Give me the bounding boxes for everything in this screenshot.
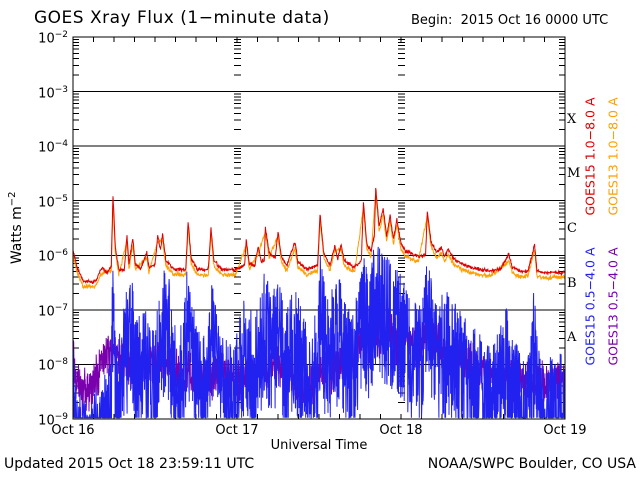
flare-class-label-c: C: [567, 221, 577, 236]
x-tick-label: Oct 18: [379, 423, 423, 438]
updated-timestamp: Updated 2015 Oct 18 23:59:11 UTC: [4, 456, 255, 472]
x-tick-label: Oct 16: [51, 423, 95, 438]
legend-goes13-long: GOES13 1.0−8.0 A: [605, 97, 621, 216]
y-tick-label: 10−9: [38, 412, 68, 429]
y-tick-label: 10−2: [38, 30, 68, 47]
trace-goes15-short: [73, 246, 565, 419]
y-axis-label: Watts m−2: [7, 166, 25, 290]
page-title: GOES Xray Flux (1−minute data): [34, 8, 330, 28]
trace-goes15-long: [73, 187, 565, 285]
source-label: NOAA/SWPC Boulder, CO USA: [427, 456, 636, 472]
begin-time-label: Begin: 2015 Oct 16 0000 UTC: [411, 13, 609, 28]
flare-class-label-x: X: [567, 111, 577, 127]
flare-class-label-b: B: [567, 275, 577, 291]
x-tick-label: Oct 19: [543, 423, 587, 438]
y-tick-label: 10−7: [38, 302, 68, 320]
y-tick-label: 10−8: [38, 357, 68, 374]
flare-class-label-m: M: [567, 166, 581, 182]
y-tick-label: 10−5: [38, 193, 68, 211]
y-axis-label-exponent: −2: [7, 191, 19, 207]
x-tick-label: Oct 17: [215, 423, 259, 438]
legend-goes13-short: GOES13 0.5−4.0 A: [605, 247, 621, 366]
y-tick-label: 10−4: [38, 139, 68, 156]
x-axis-label: Universal Time: [270, 438, 368, 453]
y-tick-label: 10−6: [38, 248, 68, 265]
y-tick-label: 10−3: [38, 84, 68, 101]
flare-class-label-a: A: [567, 330, 577, 346]
legend-goes15-short: GOES15 0.5−4.0 A: [582, 247, 598, 366]
legend-goes15-long: GOES15 1.0−8.0 A: [582, 97, 598, 216]
